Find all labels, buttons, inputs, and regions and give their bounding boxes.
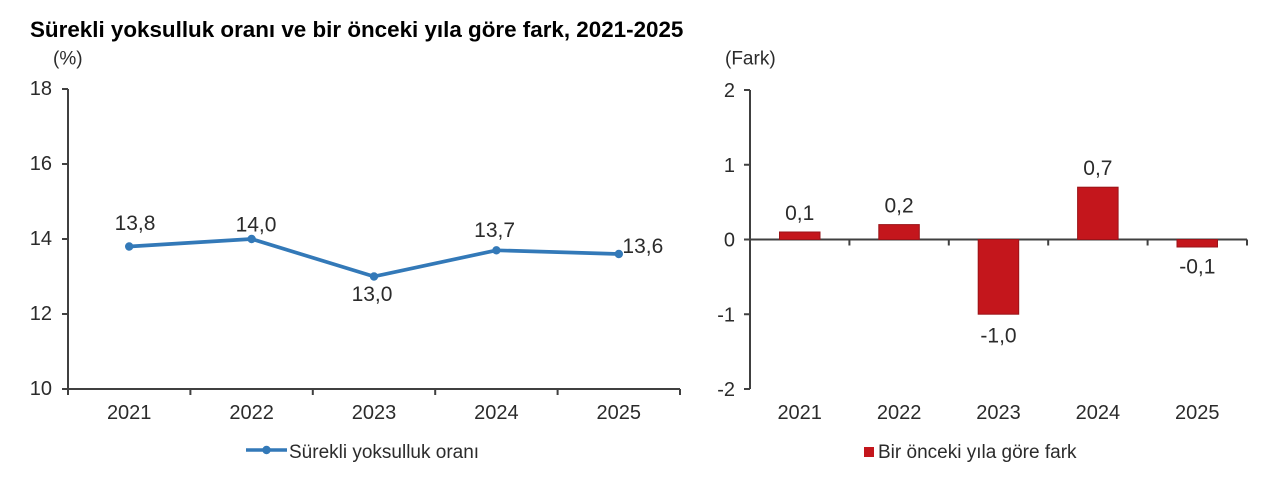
svg-text:10: 10	[30, 378, 52, 400]
svg-text:-1,0: -1,0	[980, 325, 1016, 348]
svg-text:2023: 2023	[352, 402, 397, 424]
svg-text:14: 14	[30, 228, 52, 250]
svg-text:(%): (%)	[53, 49, 83, 70]
svg-text:Sürekli yoksulluk oranı ve bir: Sürekli yoksulluk oranı ve bir önceki yı…	[30, 17, 683, 42]
svg-text:13,7: 13,7	[474, 219, 515, 242]
svg-text:0,1: 0,1	[785, 202, 814, 225]
svg-text:Bir önceki yıla göre fark: Bir önceki yıla göre fark	[878, 442, 1077, 463]
svg-text:2025: 2025	[597, 402, 642, 424]
svg-text:2023: 2023	[976, 402, 1021, 424]
svg-text:14,0: 14,0	[236, 214, 277, 237]
svg-text:2021: 2021	[777, 402, 822, 424]
svg-text:0: 0	[724, 230, 735, 252]
svg-text:2024: 2024	[474, 402, 519, 424]
svg-text:(Fark): (Fark)	[725, 49, 776, 70]
svg-text:2022: 2022	[229, 402, 274, 424]
svg-text:2022: 2022	[877, 402, 922, 424]
svg-text:2: 2	[724, 80, 735, 102]
svg-text:13,8: 13,8	[115, 212, 156, 235]
svg-text:-0,1: -0,1	[1179, 256, 1215, 279]
svg-text:16: 16	[30, 153, 52, 175]
svg-text:Sürekli yoksulluk oranı: Sürekli yoksulluk oranı	[289, 442, 479, 463]
svg-text:2025: 2025	[1175, 402, 1220, 424]
svg-text:2024: 2024	[1076, 402, 1121, 424]
svg-text:1: 1	[724, 155, 735, 177]
svg-text:12: 12	[30, 303, 52, 325]
svg-text:13,0: 13,0	[352, 283, 393, 306]
svg-text:-1: -1	[717, 304, 735, 326]
svg-text:0,7: 0,7	[1083, 157, 1112, 180]
svg-text:-2: -2	[717, 379, 735, 401]
svg-text:18: 18	[30, 78, 52, 100]
svg-text:13,6: 13,6	[622, 235, 663, 258]
svg-text:0,2: 0,2	[884, 195, 913, 218]
svg-text:2021: 2021	[107, 402, 152, 424]
